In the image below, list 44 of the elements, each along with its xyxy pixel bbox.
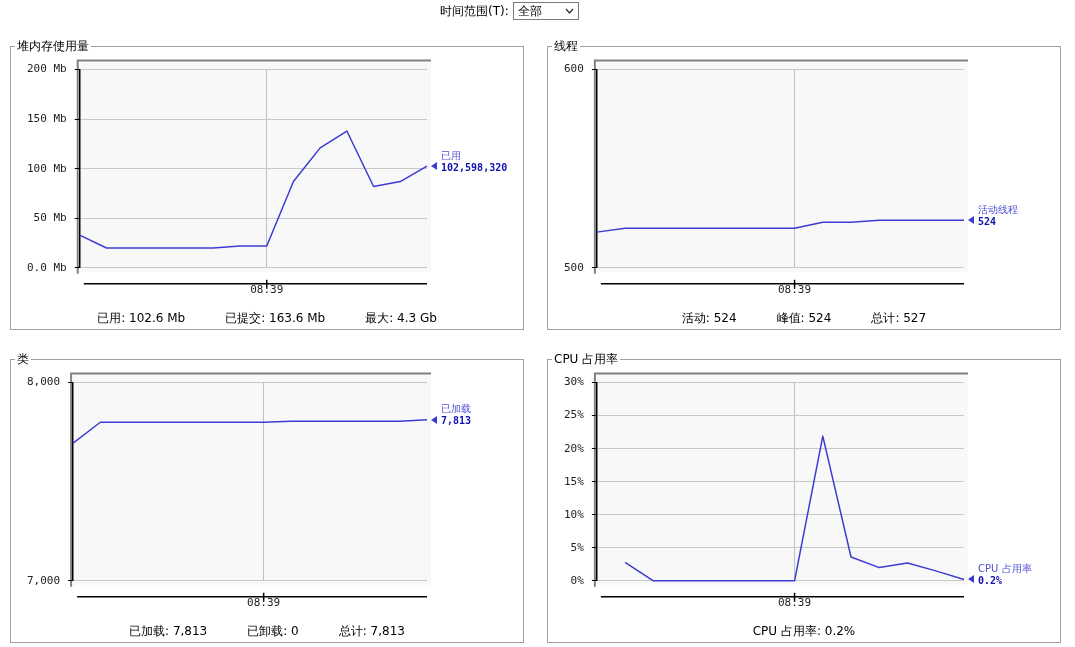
text: 时间范围(T):	[440, 2, 509, 20]
y-tick-label: 10%	[563, 507, 585, 521]
y-tick-label: 100 Mb	[26, 161, 67, 175]
y-tick-label: 20%	[563, 441, 585, 455]
text: 总计: 7,813	[338, 623, 405, 640]
text: 已卸载: 0	[247, 623, 299, 640]
text: 总计: 527	[871, 310, 927, 327]
y-tick-label: 500	[563, 260, 584, 274]
text: 102,598,320	[441, 161, 508, 173]
chart-title: 线程	[553, 38, 579, 55]
data-label: 7,813	[441, 415, 472, 427]
y-tick-label: 150 Mb	[26, 112, 67, 126]
x-tick-label: 08:39	[777, 283, 812, 297]
y-tick-label: 0%	[570, 573, 585, 587]
chart-title: 堆内存使用量	[16, 38, 90, 55]
y-tick-label: 8,000	[26, 375, 61, 389]
series-label: CPU 占用率	[978, 563, 1032, 575]
x-tick-label: 08:39	[777, 596, 812, 610]
y-tick-label: 0.0 Mb	[26, 260, 67, 274]
chart-title: CPU 占用率	[553, 351, 620, 368]
y-tick-label: 5%	[570, 540, 585, 554]
x-tick-label: 08:39	[247, 596, 281, 610]
text: 全部	[517, 2, 542, 20]
text: 最大: 4.3 Gb	[365, 310, 437, 327]
y-tick-label: 25%	[563, 408, 585, 422]
series-label: 已用	[441, 149, 461, 161]
y-tick-label: 30%	[563, 375, 585, 389]
series-label: 活动线程	[978, 203, 1018, 215]
y-tick-label: 600	[563, 62, 584, 76]
series-label: 已加载	[441, 403, 471, 415]
y-tick-label: 200 Mb	[26, 62, 67, 76]
text: 已用: 102.6 Mb	[97, 310, 186, 327]
data-label: 524	[978, 215, 997, 227]
text: CPU 占用率: 0.2%	[752, 623, 856, 640]
chart-title: 类	[16, 351, 30, 368]
y-tick-label: 15%	[563, 474, 585, 488]
data-label: 0.2%	[978, 575, 1003, 587]
text: 活动: 524	[681, 310, 737, 327]
text: 已加载: 7,813	[129, 623, 208, 640]
text: 峰值: 524	[776, 310, 832, 327]
x-tick-label: 08:39	[250, 283, 284, 297]
y-tick-label: 7,000	[26, 573, 61, 587]
y-tick-label: 50 Mb	[33, 211, 67, 225]
text: 已提交: 163.6 Mb	[225, 310, 326, 327]
